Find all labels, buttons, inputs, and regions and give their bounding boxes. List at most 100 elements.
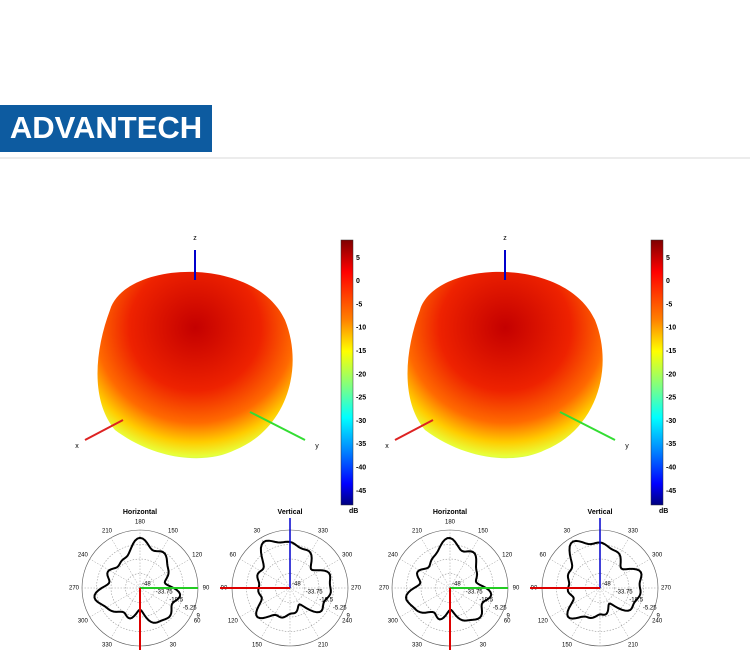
angle-label: 180 [445, 520, 456, 526]
axis-label-y: y [625, 443, 629, 450]
radius-label: -19.5 [479, 597, 493, 603]
radius-label: 9 [197, 613, 201, 619]
colorbar-tick: -20 [666, 371, 676, 378]
polar-spoke [289, 587, 341, 618]
radius-label: -5.25 [183, 605, 197, 611]
radius-label: -48 [292, 582, 301, 588]
radius-label: -48 [142, 582, 151, 588]
angle-label: 300 [78, 619, 89, 625]
polar-spoke [599, 587, 651, 618]
angle-label: 60 [539, 553, 546, 559]
axis-y [249, 411, 306, 441]
polar-spoke [449, 587, 501, 618]
polar-spoke [399, 587, 451, 618]
polar-spoke [139, 587, 170, 639]
colorbar-tick: -5 [666, 301, 672, 308]
colorbar-tick: -25 [666, 395, 676, 402]
radius-label: -5.25 [493, 605, 507, 611]
polar-spoke [139, 587, 191, 618]
angle-label: 300 [652, 553, 663, 559]
radius-label: -33.75 [156, 590, 174, 596]
colorbar-tick: -15 [666, 348, 676, 355]
pattern-curve [255, 539, 332, 620]
colorbar-tick: -35 [356, 441, 366, 448]
pattern-curve [93, 536, 182, 624]
radius-label: -5.25 [643, 605, 657, 611]
angle-label: 270 [379, 586, 390, 592]
colorbar-tick: -15 [356, 348, 366, 355]
angle-label: 30 [254, 528, 261, 534]
radius-label: -48 [452, 582, 461, 588]
radius-label: 9 [657, 613, 661, 619]
polar-spoke [449, 587, 480, 639]
colorbar [650, 239, 664, 506]
polar-spoke [110, 587, 141, 639]
angle-label: 270 [661, 586, 672, 592]
angle-label: 60 [194, 619, 201, 625]
axis-x [84, 419, 124, 441]
colorbar-unit: dB [349, 508, 358, 515]
angle-label: 330 [412, 643, 423, 649]
colorbar-tick: -30 [666, 418, 676, 425]
angle-label: 240 [342, 619, 353, 625]
polar-spoke [399, 558, 451, 589]
angle-label: 240 [388, 553, 399, 559]
polar-spoke [420, 587, 451, 639]
angle-label: 210 [102, 528, 113, 534]
angle-label: 330 [102, 643, 113, 649]
colorbar-tick: 5 [666, 255, 670, 262]
polar-spoke [599, 558, 651, 589]
colorbar-tick: -10 [356, 325, 366, 332]
radius-label: 9 [507, 613, 511, 619]
radius-label: -48 [602, 582, 611, 588]
axis-label-y: y [315, 443, 319, 450]
polar-spoke [289, 558, 341, 589]
axis-label-z: z [193, 235, 197, 242]
colorbar [340, 239, 354, 506]
pattern-curve [566, 539, 643, 620]
angle-label: 150 [562, 643, 573, 649]
polar-spoke [139, 537, 170, 589]
polar-spoke [89, 587, 141, 618]
angle-label: 30 [564, 528, 571, 534]
axis-y [559, 411, 616, 441]
colorbar-tick: 5 [356, 255, 360, 262]
angle-label: 150 [478, 528, 489, 534]
polar-spoke [549, 587, 601, 618]
colorbar-tick: -25 [356, 395, 366, 402]
colorbar-tick: -5 [356, 301, 362, 308]
angle-label: 300 [388, 619, 399, 625]
colorbar-tick: -45 [356, 488, 366, 495]
angle-label: 330 [628, 528, 639, 534]
pattern-3d [407, 271, 603, 459]
angle-label: 150 [252, 643, 263, 649]
angle-label: 90 [203, 586, 210, 592]
polar-title: Vertical [278, 509, 303, 516]
angle-label: 300 [342, 553, 353, 559]
angle-label: 270 [69, 586, 80, 592]
angle-label: 240 [652, 619, 663, 625]
polar-title: Vertical [588, 509, 613, 516]
angle-label: 210 [318, 643, 329, 649]
polar-spoke [289, 537, 320, 589]
axis-label-x: x [75, 443, 79, 450]
colorbar-tick: -30 [356, 418, 366, 425]
colorbar-tick: -35 [666, 441, 676, 448]
polar-spoke [599, 537, 630, 589]
angle-label: 60 [229, 553, 236, 559]
angle-label: 210 [412, 528, 423, 534]
radius-label: -33.75 [616, 590, 634, 596]
angle-label: 120 [228, 619, 239, 625]
angle-label: 30 [480, 643, 487, 649]
pattern-3d [97, 271, 293, 459]
pattern-curve [404, 536, 493, 622]
angle-label: 210 [628, 643, 639, 649]
polar-spoke [110, 537, 141, 589]
angle-label: 90 [513, 586, 520, 592]
radius-label: -19.5 [629, 597, 643, 603]
angle-label: 120 [502, 553, 513, 559]
colorbar-tick: -10 [666, 325, 676, 332]
polar-spoke [599, 587, 630, 639]
angle-label: 120 [538, 619, 549, 625]
